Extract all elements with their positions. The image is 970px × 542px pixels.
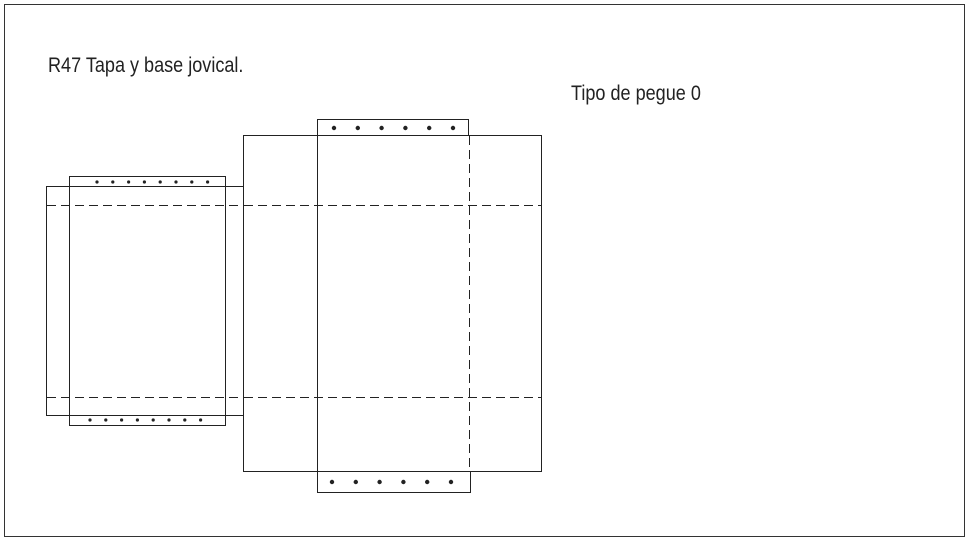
diagram-subtitle: Tipo de pegue 0 [571,82,701,105]
glue-dot [167,418,171,422]
glue-dot [401,479,406,485]
glue-dot [104,418,108,422]
base-bottom-tab [317,471,471,493]
glue-dot [111,180,115,184]
glue-dot [206,180,210,184]
glue-dot [427,125,432,131]
glue-dot [190,180,194,184]
glue-dot [450,125,456,131]
lid-glue-dots-top [95,180,210,184]
base-top-tab [317,119,469,136]
glue-dot [353,479,358,485]
lid-template [46,176,244,426]
lid-center-panel [69,176,226,426]
glue-dot [158,180,162,184]
glue-dot [183,418,187,422]
glue-dot [135,418,139,422]
glue-dot [95,180,99,184]
diagram-title: R47 Tapa y base jovical. [48,54,244,77]
glue-dot [331,125,337,131]
base-template [243,119,542,493]
glue-dot [403,125,408,131]
diagram-frame [4,4,965,537]
glue-dot [127,180,131,184]
lid-glue-dots-bottom [88,418,203,422]
glue-dot [88,418,92,422]
glue-dot [142,180,146,184]
lid-outer-outline [46,186,244,416]
glue-dot [329,479,335,485]
glue-dot [151,418,155,422]
glue-dot [448,479,454,485]
base-glue-dots-bottom [329,479,454,485]
glue-dot [379,125,384,131]
glue-dot [120,418,124,422]
glue-dot [355,125,360,131]
glue-dot [377,479,382,485]
base-outer-outline [243,135,542,472]
glue-dot [425,479,430,485]
glue-dot [174,180,178,184]
base-glue-dots-top [331,125,456,131]
glue-dot [199,418,203,422]
